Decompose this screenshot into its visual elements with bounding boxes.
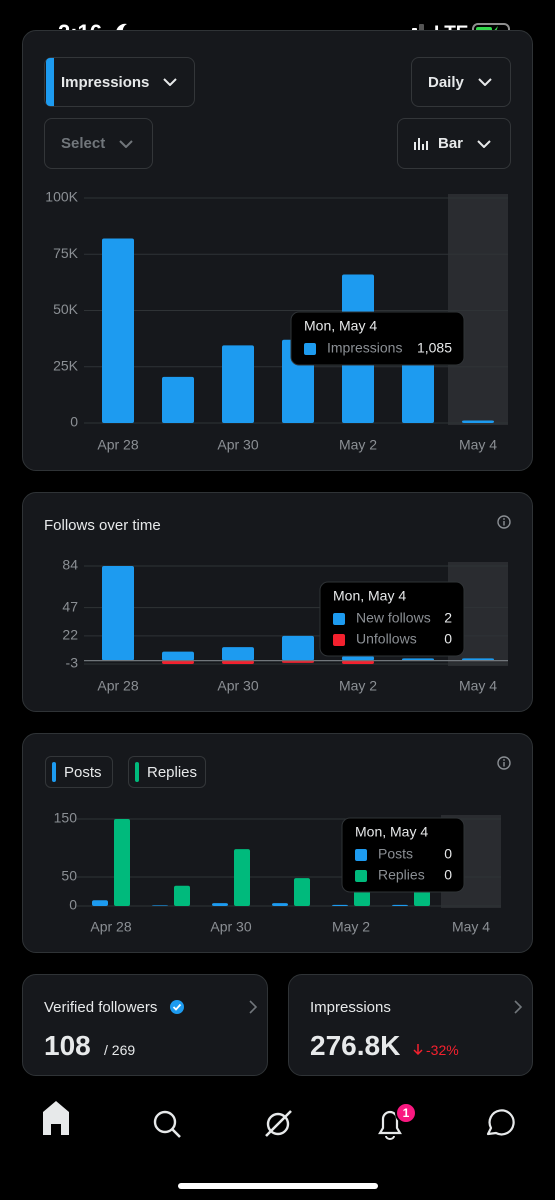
bar-icon <box>414 137 428 150</box>
legend-label: Posts <box>64 763 102 781</box>
period-dropdown[interactable]: Daily <box>411 57 511 107</box>
grok-tab[interactable] <box>265 1110 292 1137</box>
card-value: 276.8K <box>310 1030 401 1061</box>
legend-swatch <box>52 762 56 782</box>
badge <box>395 1102 417 1124</box>
card-change: -32% <box>426 1042 459 1058</box>
impressions-card[interactable]: Impressions 276.8K -32% <box>288 974 533 1076</box>
card-value: 108 <box>44 1030 91 1061</box>
chevron-right <box>514 1000 523 1014</box>
chevron <box>477 139 491 148</box>
badge-count: 1 <box>403 1106 410 1120</box>
card-title: Impressions <box>310 999 391 1016</box>
compare-dropdown[interactable]: Select <box>44 118 153 169</box>
posts-chart-card: Posts Replies <box>22 733 533 953</box>
home-tab[interactable] <box>43 1101 69 1135</box>
verified-followers-card[interactable]: Verified followers 108 / 269 <box>22 974 268 1076</box>
info-icon[interactable] <box>496 514 512 530</box>
chart-type-dropdown[interactable]: Bar <box>397 118 511 169</box>
legend-toggle[interactable]: Replies <box>128 756 207 788</box>
card-title: Verified followers <box>44 999 158 1016</box>
chart-title: Follows over time <box>44 517 161 534</box>
chevron <box>119 139 133 148</box>
metric-accent <box>46 58 54 106</box>
metric-dropdown[interactable]: Impressions <box>44 57 195 107</box>
chevron-right <box>249 1000 258 1014</box>
chevron <box>478 78 492 86</box>
legend-label: Replies <box>147 763 198 781</box>
chart-type-label: Bar <box>438 135 464 152</box>
card-total: / 269 <box>104 1042 136 1058</box>
legend-toggle[interactable]: Posts <box>45 756 113 788</box>
messages-tab[interactable] <box>486 1109 515 1136</box>
info-icon[interactable] <box>496 755 512 771</box>
follows-chart-card: Follows over time <box>22 492 533 712</box>
bottom-nav: 1 <box>43 1101 515 1189</box>
metric-label: Impressions <box>61 73 150 91</box>
legend-swatch <box>135 762 139 782</box>
compare-label: Select <box>61 135 106 152</box>
period-label: Daily <box>428 73 464 91</box>
verified-badge <box>170 1000 184 1014</box>
down-arrow <box>413 1044 423 1056</box>
notifications-tab[interactable] <box>378 1110 402 1140</box>
search-tab[interactable] <box>153 1110 181 1138</box>
chevron <box>163 78 178 86</box>
home-indicator <box>178 1183 378 1189</box>
